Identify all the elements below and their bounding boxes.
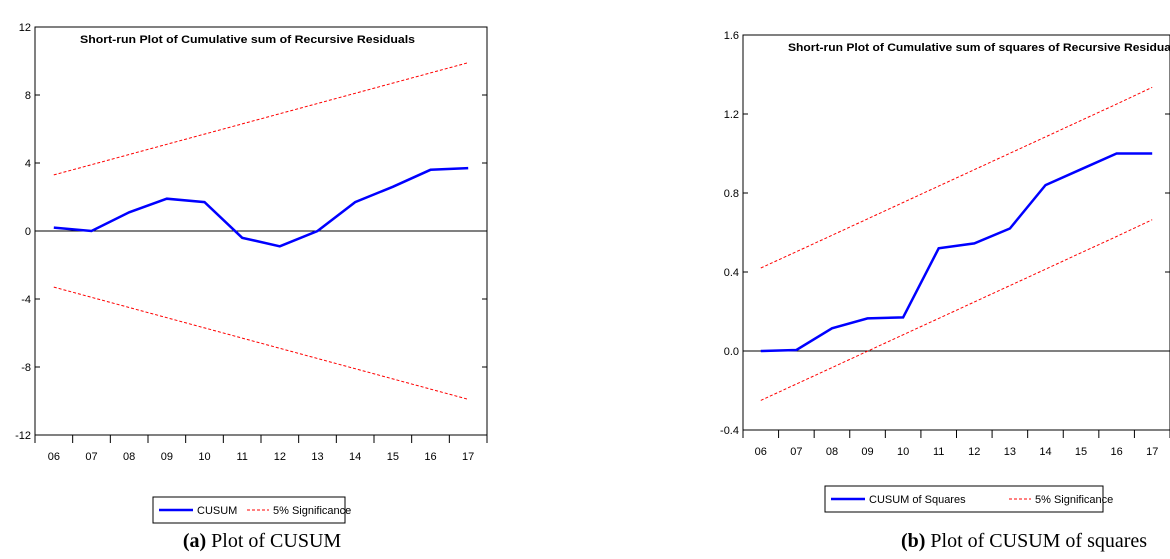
lower-significance-line: [53, 286, 469, 400]
upper-significance-line: [53, 62, 469, 176]
y-tick-label: 8: [25, 90, 31, 102]
figure-caption: (a) Plot of CUSUM: [183, 530, 342, 552]
x-tick-label: 08: [123, 451, 135, 463]
caption-label: (b): [901, 530, 925, 552]
x-tick-label: 14: [1039, 446, 1051, 458]
y-tick-label: -0.4: [720, 425, 739, 437]
caption-label: (a): [183, 530, 206, 552]
y-tick-label: -12: [15, 430, 31, 442]
y-tick-label: 0.8: [724, 188, 739, 200]
x-tick-label: 16: [424, 451, 436, 463]
series-line-main: [760, 152, 1153, 353]
x-tick-label: 11: [236, 451, 247, 463]
legend-label-significance: 5% Significance: [273, 505, 351, 517]
x-tick-label: 10: [897, 446, 909, 458]
y-tick-label: 0.0: [724, 346, 739, 358]
chart-cusum: 12 8 4 0 -4 -8 -12 06 07 08 09 10 11 12 13 14 15 16 17 Shor…: [15, 22, 488, 552]
x-tick-label: 14: [349, 451, 361, 463]
x-tick-label: 11: [933, 446, 944, 458]
caption-text: Plot of CUSUM of squares: [925, 530, 1147, 552]
legend-label-main: CUSUM: [197, 505, 237, 517]
x-tick-label: 12: [274, 451, 286, 463]
plot-frame: [742, 34, 1170, 431]
y-tick-label: 1.2: [724, 109, 739, 121]
y-tick-label: 4: [25, 158, 31, 170]
caption-text: Plot of CUSUM: [206, 530, 341, 552]
legend-label-significance: 5% Significance: [1035, 494, 1113, 506]
x-tick-label: 15: [387, 451, 399, 463]
x-tick-label: 13: [1004, 446, 1016, 458]
x-tick-label: 06: [48, 451, 60, 463]
y-tick-label: 12: [19, 22, 31, 34]
chart-cusum-squares: 1.6 1.2 0.8 0.4 0.0 -0.4 06 07 08 09 10 11 12 13 14 15 1…: [720, 30, 1170, 552]
y-tick-label: 0: [25, 226, 31, 238]
legend-box: [824, 485, 1104, 513]
chart-title: Short-run Plot of Cumulative sum of squa…: [788, 42, 1170, 54]
y-tick-label: 1.6: [724, 30, 739, 42]
x-tick-label: 08: [826, 446, 838, 458]
x-tick-label: 16: [1111, 446, 1123, 458]
y-tick-label: 0.4: [724, 267, 739, 279]
x-tick-label: 15: [1075, 446, 1087, 458]
x-tick-label: 17: [1146, 446, 1158, 458]
x-tick-label: 13: [311, 451, 323, 463]
chart-title: Short-run Plot of Cumulative sum of Recu…: [80, 34, 415, 46]
x-tick-label: 07: [85, 451, 97, 463]
y-tick-label: -4: [21, 294, 31, 306]
x-tick-label: 09: [861, 446, 873, 458]
upper-significance-line: [760, 86, 1153, 269]
figure-caption: (b) Plot of CUSUM of squares: [901, 530, 1147, 552]
legend-label-main: CUSUM of Squares: [869, 494, 966, 506]
x-tick-label: 10: [198, 451, 210, 463]
x-tick-label: 06: [755, 446, 767, 458]
x-tick-label: 09: [161, 451, 173, 463]
lower-significance-line: [760, 219, 1153, 401]
x-tick-label: 07: [790, 446, 802, 458]
series-line-main: [53, 166, 469, 248]
y-tick-label: -8: [21, 362, 31, 374]
x-tick-label: 17: [462, 451, 474, 463]
x-tick-label: 12: [968, 446, 980, 458]
